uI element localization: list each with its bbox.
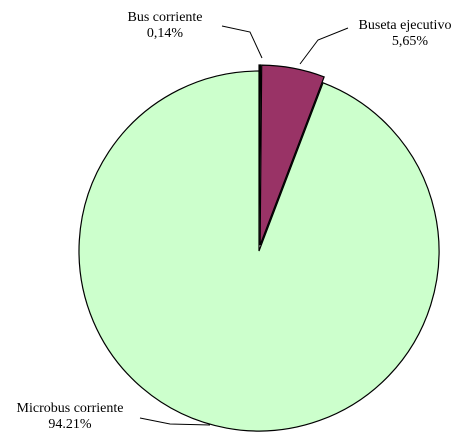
pie: [78, 64, 440, 432]
leader-line: [299, 27, 349, 65]
slice-percent: 0,14%: [147, 26, 184, 41]
pie-slice: [78, 70, 440, 432]
slice-label: Buseta ejecutivo: [359, 18, 452, 33]
slice-percent: 94.21%: [48, 417, 92, 432]
slice-label: Microbus corriente: [17, 401, 124, 416]
slice-percent: 5,65%: [392, 34, 429, 49]
pie-slice: [259, 64, 325, 246]
leader-line: [221, 25, 263, 59]
leader-line: [139, 417, 211, 426]
slice-label: Bus corriente: [127, 10, 202, 25]
